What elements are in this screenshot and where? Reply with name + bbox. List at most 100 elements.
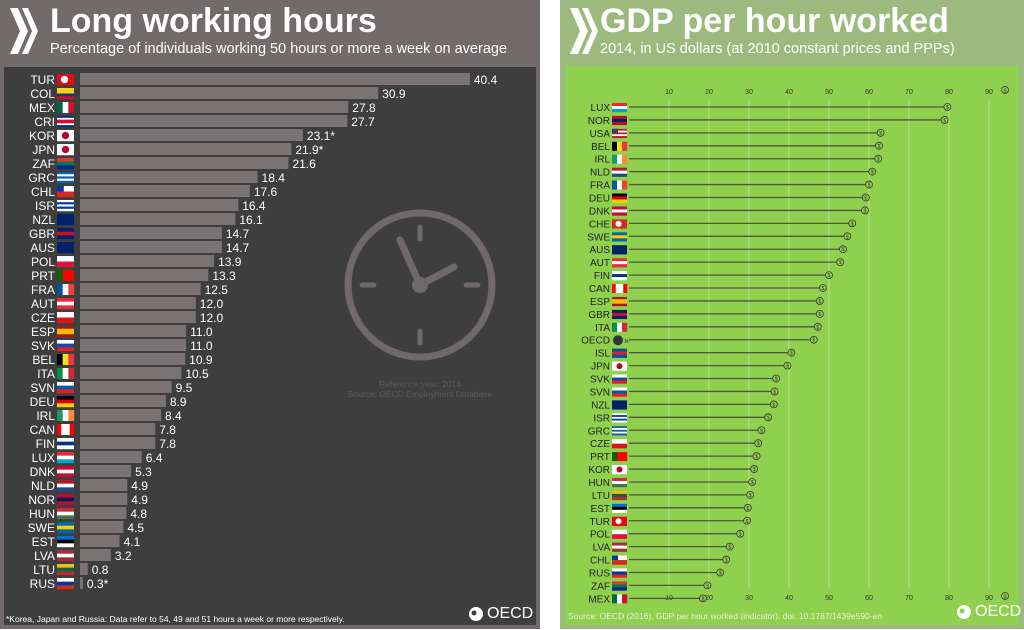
flag-gbr-icon <box>57 228 74 240</box>
category-label: OECD <box>581 336 610 347</box>
svg-text:$: $ <box>946 105 949 111</box>
category-label: GBR <box>588 310 610 321</box>
lollipop-row: KOR $ <box>588 465 759 476</box>
category-label: CHL <box>31 185 55 199</box>
flag-lux-icon <box>612 103 627 113</box>
svg-text:$: $ <box>818 299 821 305</box>
bar-row: LTU 0.8 <box>33 563 109 577</box>
dollar-coin-marker: $ <box>757 426 766 434</box>
category-label: GRC <box>28 171 55 185</box>
svg-text:$: $ <box>871 170 874 176</box>
svg-text:$: $ <box>822 286 825 292</box>
dollar-coin-marker: $ <box>815 309 824 318</box>
value-label: 4.5 <box>127 521 144 535</box>
bar <box>80 101 349 113</box>
value-label: 7.8 <box>159 437 176 451</box>
svg-text:$: $ <box>828 273 831 279</box>
lollipop-row: OECD » $ <box>581 335 818 347</box>
bar <box>80 185 250 197</box>
lollipop-row: NLD $ <box>590 167 877 179</box>
dollar-coin-marker: $ <box>750 465 759 473</box>
x-tick-label-bottom: 20 <box>705 595 713 602</box>
category-label: TUR <box>589 517 610 528</box>
lollipop-row: GBR $ <box>588 309 824 321</box>
dollar-coin-marker: $ <box>699 594 707 602</box>
category-label: NOR <box>588 116 610 127</box>
value-label: 7.8 <box>159 423 176 437</box>
flag-tur-icon <box>612 516 627 526</box>
dollar-coin-marker: $ <box>836 258 845 266</box>
flag-mex-icon <box>57 102 75 113</box>
dollar-coin-marker: $ <box>748 478 757 486</box>
flag-tur-icon <box>57 74 74 86</box>
dollar-coin-marker: $ <box>754 439 763 447</box>
dollar-coin-marker: $ <box>861 206 869 214</box>
category-label: CHE <box>589 219 610 230</box>
category-label: CAN <box>30 423 55 437</box>
category-label: RUS <box>30 577 55 591</box>
dollar-coin-marker: $ <box>874 154 883 163</box>
bar <box>80 423 156 435</box>
x-tick-label-bottom: 50 <box>825 595 833 602</box>
plot-area: Reference year: 2014 Source: OECD Employ… <box>4 67 536 625</box>
flag-aus-icon <box>57 242 74 254</box>
lollipop-row: FIN $ <box>594 271 833 282</box>
bar-row: FRA 12.5 <box>31 283 228 297</box>
category-label: KOR <box>588 465 610 476</box>
bar <box>80 493 128 505</box>
category-label: DEU <box>589 194 610 205</box>
dollar-coin-marker: $ <box>752 452 761 460</box>
svg-text:$: $ <box>725 558 728 564</box>
flag-ltu-icon <box>612 490 627 501</box>
flag-pol-icon <box>612 529 627 539</box>
bar-row: SVK 11.0 <box>31 339 213 353</box>
category-label: DNK <box>30 465 55 479</box>
lollipop-row: ZAF $ <box>591 581 712 592</box>
value-label: 23.1* <box>307 129 335 143</box>
chart-subtitle: 2014, in US dollars (at 2010 constant pr… <box>600 41 955 57</box>
bar <box>80 521 124 533</box>
dollar-coin-marker: $ <box>815 297 824 305</box>
category-label: LUX <box>32 451 55 465</box>
chart-title: GDP per hour worked <box>600 2 949 40</box>
value-label: 40.4 <box>474 73 498 87</box>
oecd-globe-icon <box>469 607 483 621</box>
bar <box>80 381 172 393</box>
bar <box>80 87 379 99</box>
flag-can-icon <box>612 284 628 294</box>
value-label: 11.0 <box>190 339 213 353</box>
flag-esp-icon <box>612 296 627 307</box>
flag-fra-icon <box>612 180 628 190</box>
category-label: MEX <box>29 101 55 115</box>
svg-text:$: $ <box>878 144 881 150</box>
footnote: *Korea, Japan and Russia: Data refer to … <box>6 614 345 624</box>
category-label: POL <box>590 530 610 541</box>
flag-chl-icon <box>57 186 74 198</box>
x-tick-label-top: 40 <box>785 89 793 96</box>
flag-cri-icon <box>57 116 74 128</box>
category-label: KOR <box>29 129 55 143</box>
bar <box>80 409 162 421</box>
lollipop-row: DEU $ <box>589 194 870 205</box>
svg-text:$: $ <box>706 583 709 589</box>
value-label: 10.5 <box>185 367 209 381</box>
gdp-lollipop-chart: 101020203030404050506060707080809090$$LU… <box>581 86 1009 605</box>
svg-text:$: $ <box>772 402 775 408</box>
dollar-coin-marker: $ <box>868 167 877 176</box>
bar-row: ISR 16.4 <box>35 199 266 213</box>
dollar-coin-marker: $ <box>770 387 779 395</box>
category-label: AUS <box>30 241 55 255</box>
value-label: 0.3* <box>87 577 109 591</box>
long-working-hours-panel: Long working hours Percentage of individ… <box>0 0 540 629</box>
category-label: ESP <box>590 297 610 308</box>
lollipop-row: AUS $ <box>589 245 847 256</box>
flag-aut-icon <box>612 258 627 268</box>
category-label: BEL <box>591 142 610 153</box>
flag-isr-icon <box>612 413 627 423</box>
flag-prt-icon <box>57 270 75 281</box>
bar <box>80 255 215 267</box>
x-tick-label-top: 50 <box>825 89 833 96</box>
bar <box>80 479 128 491</box>
bar-row: GBR 14.7 <box>29 227 250 241</box>
dollar-coin-marker: $ <box>746 490 755 499</box>
